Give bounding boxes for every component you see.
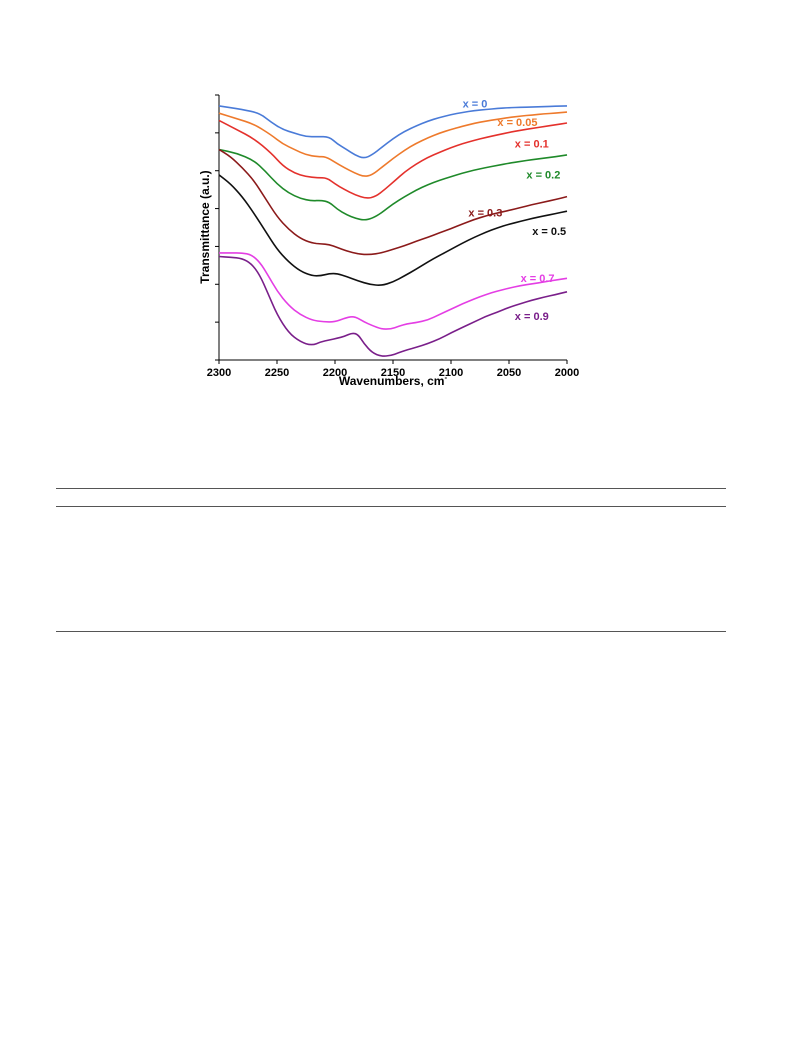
table-top-rule bbox=[56, 488, 726, 489]
series-line-7 bbox=[218, 255, 568, 357]
x-axis-title-text: Wavenumbers, cm bbox=[339, 374, 445, 388]
series-line-4 bbox=[218, 148, 568, 256]
y-axis-title: Transmittance (a.u.) bbox=[198, 170, 212, 283]
series-label-7: x = 0.9 bbox=[515, 311, 549, 323]
x-ticks: 2300 2250 2200 2150 2100 2050 2000 bbox=[207, 360, 579, 379]
table-header-rule bbox=[56, 506, 726, 507]
series-label-3: x = 0.2 bbox=[526, 169, 560, 181]
x-tick-label: 2000 bbox=[555, 367, 579, 379]
series-line-2 bbox=[218, 119, 568, 199]
x-axis-title: Wavenumbers, cm- bbox=[339, 373, 448, 388]
series-line-0 bbox=[218, 105, 568, 159]
x-axis-title-sup: - bbox=[444, 373, 447, 382]
series-lines bbox=[218, 105, 568, 357]
y-ticks bbox=[215, 94, 219, 361]
x-tick-label: 2200 bbox=[323, 367, 347, 379]
series-line-1 bbox=[218, 111, 568, 177]
series-line-6 bbox=[219, 252, 568, 330]
x-tick-label: 2250 bbox=[265, 367, 289, 379]
x-tick-label: 2150 bbox=[381, 367, 405, 379]
series-label-0: x = 0 bbox=[463, 99, 488, 111]
x-tick-label: 2100 bbox=[439, 367, 463, 379]
series-labels: x = 0 x = 0.05 x = 0.1 x = 0.2 x = 0.3 x = 0.… bbox=[463, 99, 567, 323]
table-bottom-rule bbox=[56, 631, 726, 632]
series-label-1: x = 0.05 bbox=[497, 117, 537, 129]
x-tick-label: 2050 bbox=[497, 367, 521, 379]
series-label-4: x = 0.3 bbox=[468, 208, 502, 220]
series-line-5 bbox=[218, 174, 568, 286]
series-line-3 bbox=[218, 148, 568, 221]
series-label-2: x = 0.1 bbox=[515, 139, 549, 151]
series-label-6: x = 0.7 bbox=[521, 273, 555, 285]
series-label-5: x = 0.5 bbox=[532, 226, 566, 238]
x-tick-label: 2300 bbox=[207, 367, 231, 379]
